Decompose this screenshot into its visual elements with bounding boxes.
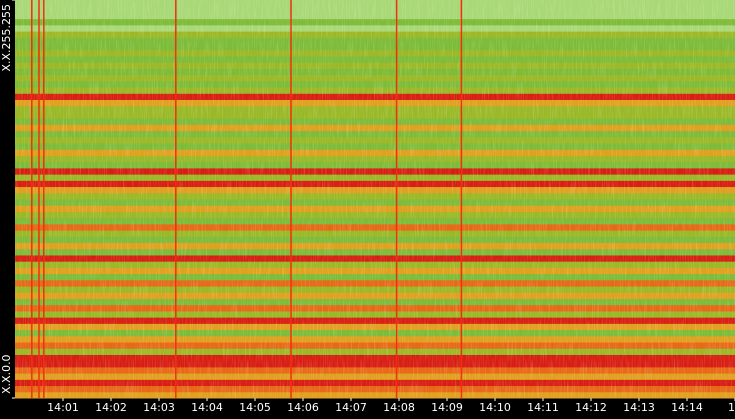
x-tick-label: 14:13: [623, 401, 655, 414]
x-tick-label: 14:08: [383, 401, 415, 414]
x-tick-label: 14:09: [431, 401, 463, 414]
x-tick-label: 14:01: [47, 401, 79, 414]
x-tick-label: 14:02: [95, 401, 127, 414]
x-tick-label: 14:11: [527, 401, 559, 414]
y-tick-label: X.X.0.0: [0, 354, 13, 394]
x-tick-label: 14:04: [191, 401, 223, 414]
x-tick-label: 14:07: [335, 401, 367, 414]
x-tick-label: 14:05: [239, 401, 271, 414]
y-axis-band: [0, 0, 15, 415]
x-tick-label: 14:10: [479, 401, 511, 414]
texture: [15, 0, 735, 398]
x-tick-label: 14:03: [143, 401, 175, 414]
x-axis-band: [0, 398, 735, 415]
x-tick-label: 14:12: [575, 401, 607, 414]
x-tick-label: 14:06: [287, 401, 319, 414]
x-tick-label: 14: [728, 401, 735, 414]
events: [31, 0, 463, 398]
y-tick-label: X.X.255.255: [0, 4, 13, 72]
x-tick-label: 14:14: [671, 401, 703, 414]
